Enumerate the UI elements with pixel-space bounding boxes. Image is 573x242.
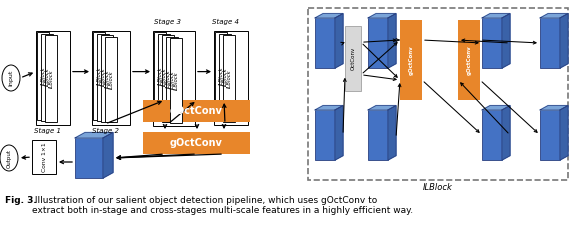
Polygon shape bbox=[388, 14, 396, 68]
FancyBboxPatch shape bbox=[223, 35, 235, 121]
Text: ILBlock: ILBlock bbox=[96, 67, 101, 85]
FancyBboxPatch shape bbox=[158, 33, 170, 121]
Text: ILBlock: ILBlock bbox=[174, 71, 179, 90]
FancyBboxPatch shape bbox=[154, 32, 166, 120]
FancyBboxPatch shape bbox=[482, 110, 502, 160]
Polygon shape bbox=[540, 14, 568, 18]
Text: gOctConv: gOctConv bbox=[170, 106, 223, 116]
Text: gOctConv: gOctConv bbox=[466, 45, 472, 75]
Text: OctConv: OctConv bbox=[351, 47, 355, 70]
Polygon shape bbox=[560, 106, 568, 160]
Text: ILBlock: ILBlock bbox=[100, 68, 105, 86]
Polygon shape bbox=[315, 14, 343, 18]
Text: Stage 4: Stage 4 bbox=[211, 19, 238, 25]
FancyBboxPatch shape bbox=[101, 35, 113, 121]
Polygon shape bbox=[388, 106, 396, 160]
FancyBboxPatch shape bbox=[400, 20, 422, 100]
FancyBboxPatch shape bbox=[105, 37, 117, 122]
FancyBboxPatch shape bbox=[540, 18, 560, 68]
FancyBboxPatch shape bbox=[315, 18, 335, 68]
Polygon shape bbox=[482, 106, 510, 110]
FancyBboxPatch shape bbox=[368, 18, 388, 68]
Ellipse shape bbox=[0, 145, 18, 171]
Polygon shape bbox=[502, 106, 510, 160]
FancyBboxPatch shape bbox=[75, 138, 103, 178]
Text: Stage 1: Stage 1 bbox=[33, 128, 61, 134]
Polygon shape bbox=[315, 106, 343, 110]
Text: Illustration of our salient object detection pipeline, which uses gOctConv to
ex: Illustration of our salient object detec… bbox=[32, 196, 413, 215]
FancyBboxPatch shape bbox=[308, 8, 568, 180]
FancyBboxPatch shape bbox=[143, 100, 250, 122]
Polygon shape bbox=[560, 14, 568, 68]
Text: Stage 3: Stage 3 bbox=[155, 19, 182, 25]
Text: ILBlock: ILBlock bbox=[41, 67, 45, 85]
FancyBboxPatch shape bbox=[41, 33, 53, 121]
FancyBboxPatch shape bbox=[215, 32, 227, 120]
Polygon shape bbox=[368, 14, 396, 18]
Text: ILBlock: ILBlock bbox=[170, 70, 175, 89]
FancyBboxPatch shape bbox=[368, 110, 388, 160]
FancyBboxPatch shape bbox=[32, 140, 56, 174]
FancyBboxPatch shape bbox=[45, 35, 57, 121]
FancyBboxPatch shape bbox=[219, 33, 231, 121]
Text: ILBlock: ILBlock bbox=[222, 68, 227, 86]
FancyBboxPatch shape bbox=[166, 37, 178, 122]
FancyBboxPatch shape bbox=[162, 35, 174, 121]
Ellipse shape bbox=[2, 65, 20, 91]
Polygon shape bbox=[368, 106, 396, 110]
FancyBboxPatch shape bbox=[315, 110, 335, 160]
Text: ILBlock: ILBlock bbox=[218, 67, 223, 85]
Polygon shape bbox=[103, 133, 113, 178]
FancyBboxPatch shape bbox=[482, 18, 502, 68]
Text: Stage 2: Stage 2 bbox=[92, 128, 119, 134]
FancyBboxPatch shape bbox=[170, 38, 182, 123]
Text: ILBlock: ILBlock bbox=[49, 69, 53, 88]
Text: ILBlock: ILBlock bbox=[104, 69, 109, 88]
Text: ILBlock: ILBlock bbox=[166, 69, 171, 88]
Text: ILBlock: ILBlock bbox=[226, 69, 231, 88]
Text: Conv 1×1: Conv 1×1 bbox=[41, 142, 46, 172]
FancyBboxPatch shape bbox=[93, 32, 105, 120]
Text: ILBlock: ILBlock bbox=[162, 68, 167, 86]
Text: gOctConv: gOctConv bbox=[409, 45, 414, 75]
FancyBboxPatch shape bbox=[458, 20, 480, 100]
Polygon shape bbox=[335, 106, 343, 160]
Polygon shape bbox=[75, 133, 113, 138]
Text: gOctConv: gOctConv bbox=[170, 138, 223, 148]
Text: Input: Input bbox=[9, 70, 14, 86]
Text: ILBlock: ILBlock bbox=[45, 68, 49, 86]
FancyBboxPatch shape bbox=[37, 32, 49, 120]
Polygon shape bbox=[540, 106, 568, 110]
FancyBboxPatch shape bbox=[97, 33, 109, 121]
Text: Fig. 3.: Fig. 3. bbox=[5, 196, 37, 205]
Text: ILBlock: ILBlock bbox=[158, 67, 163, 85]
Polygon shape bbox=[502, 14, 510, 68]
Text: ILBlock: ILBlock bbox=[108, 70, 113, 89]
FancyBboxPatch shape bbox=[540, 110, 560, 160]
Text: Output: Output bbox=[6, 149, 11, 167]
FancyBboxPatch shape bbox=[345, 26, 361, 91]
Text: ILBlock: ILBlock bbox=[423, 182, 453, 191]
Polygon shape bbox=[335, 14, 343, 68]
Polygon shape bbox=[482, 14, 510, 18]
FancyBboxPatch shape bbox=[143, 132, 250, 154]
